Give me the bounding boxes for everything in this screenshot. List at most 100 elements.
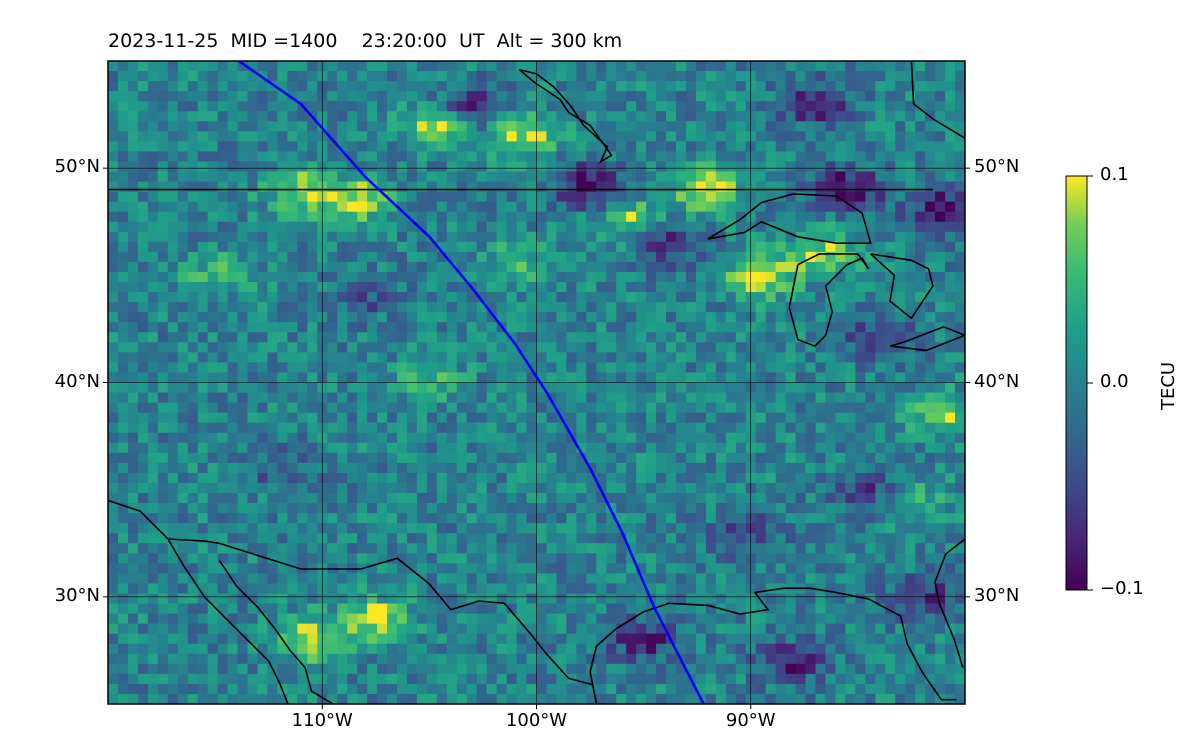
heatmap-cell: [516, 422, 528, 434]
heatmap-cell: [546, 302, 558, 313]
heatmap-cell: [217, 271, 229, 283]
heatmap-cell: [426, 332, 438, 343]
heatmap-cell: [735, 91, 747, 102]
heatmap-cell: [526, 452, 538, 464]
heatmap-cell: [347, 482, 358, 494]
heatmap-cell: [108, 352, 119, 364]
heatmap-cell: [307, 372, 318, 384]
heatmap-cell: [735, 201, 747, 213]
heatmap-cell: [855, 493, 866, 504]
heatmap-cell: [945, 171, 956, 183]
heatmap-cell: [735, 121, 747, 132]
heatmap-cell: [705, 302, 717, 313]
heatmap-cell: [596, 141, 607, 153]
heatmap-cell: [207, 603, 219, 615]
heatmap-cell: [875, 81, 886, 92]
heatmap-cell: [945, 422, 956, 434]
heatmap-cell: [257, 101, 269, 112]
heatmap-cell: [925, 633, 936, 645]
heatmap-cell: [396, 372, 408, 384]
heatmap-cell: [526, 392, 538, 404]
heatmap-cell: [197, 211, 209, 223]
heatmap-cell: [546, 261, 558, 273]
heatmap-cell: [317, 352, 328, 364]
heatmap-cell: [357, 312, 368, 323]
heatmap-cell: [327, 633, 338, 645]
heatmap-cell: [267, 412, 279, 424]
heatmap-cell: [207, 432, 219, 444]
heatmap-cell: [695, 141, 707, 153]
heatmap-cell: [217, 161, 229, 173]
heatmap-cell: [137, 503, 149, 514]
heatmap-cell: [108, 121, 119, 132]
heatmap-cell: [775, 342, 787, 353]
heatmap-cell: [705, 493, 717, 504]
heatmap-cell: [466, 533, 478, 544]
heatmap-cell: [137, 352, 149, 364]
heatmap-cell: [925, 493, 936, 504]
heatmap-cell: [406, 312, 418, 323]
heatmap-cell: [546, 292, 558, 303]
heatmap-cell: [805, 462, 817, 474]
heatmap-cell: [436, 231, 448, 243]
heatmap-cell: [576, 342, 587, 353]
heatmap-cell: [636, 352, 647, 364]
heatmap-cell: [426, 161, 438, 173]
heatmap-cell: [845, 342, 856, 353]
heatmap-cell: [685, 623, 697, 635]
heatmap-cell: [546, 231, 558, 243]
heatmap-cell: [566, 553, 577, 564]
heatmap-cell: [406, 292, 418, 303]
heatmap-cell: [496, 583, 508, 595]
heatmap-cell: [566, 482, 577, 494]
heatmap-cell: [586, 603, 597, 615]
heatmap-cell: [775, 211, 787, 223]
heatmap-cell: [596, 503, 607, 514]
heatmap-cell: [187, 613, 199, 625]
heatmap-cell: [456, 312, 468, 323]
heatmap-cell: [765, 241, 777, 253]
heatmap-cell: [875, 553, 886, 564]
heatmap-cell: [108, 583, 119, 595]
heatmap-cell: [247, 312, 259, 323]
heatmap-cell: [147, 312, 159, 323]
heatmap-cell: [695, 422, 707, 434]
heatmap-cell: [845, 302, 856, 313]
heatmap-cell: [536, 71, 548, 82]
heatmap-cell: [157, 151, 169, 163]
heatmap-cell: [666, 533, 677, 544]
heatmap-cell: [108, 111, 119, 122]
heatmap-cell: [257, 111, 269, 122]
heatmap-cell: [436, 563, 448, 574]
heatmap-cell: [147, 553, 159, 564]
heatmap-cell: [646, 342, 657, 353]
heatmap-cell: [317, 251, 328, 263]
heatmap-cell: [307, 251, 318, 263]
heatmap-cell: [456, 171, 468, 183]
heatmap-cell: [237, 613, 249, 625]
heatmap-cell: [666, 161, 677, 173]
heatmap-cell: [745, 482, 757, 494]
heatmap-cell: [715, 211, 727, 223]
heatmap-cell: [755, 352, 767, 364]
heatmap-cell: [745, 282, 757, 293]
heatmap-cell: [765, 482, 777, 494]
heatmap-cell: [785, 282, 797, 293]
heatmap-cell: [765, 402, 777, 414]
heatmap-cell: [446, 332, 458, 343]
heatmap-cell: [745, 111, 757, 122]
heatmap-cell: [536, 282, 548, 293]
heatmap-cell: [666, 432, 677, 444]
heatmap-cell: [725, 593, 737, 605]
heatmap-cell: [775, 573, 787, 585]
heatmap-cell: [676, 312, 687, 323]
heatmap-cell: [137, 91, 149, 102]
heatmap-cell: [695, 412, 707, 424]
heatmap-cell: [536, 201, 548, 213]
heatmap-cell: [616, 161, 627, 173]
heatmap-cell: [596, 422, 607, 434]
heatmap-cell: [875, 141, 886, 153]
heatmap-cell: [267, 513, 279, 524]
heatmap-cell: [855, 452, 866, 464]
heatmap-cell: [187, 503, 199, 514]
